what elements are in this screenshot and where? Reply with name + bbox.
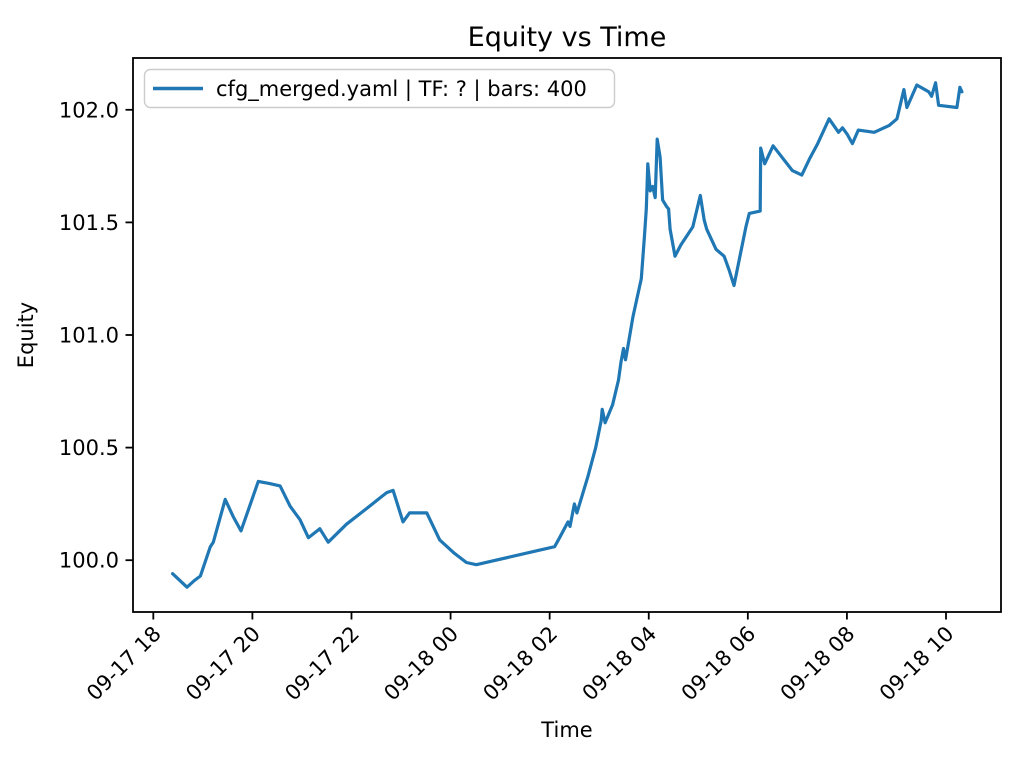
x-tick-label: 09-18 06 (677, 622, 761, 706)
y-tick-label: 102.0 (59, 98, 119, 122)
legend-box (143, 68, 616, 109)
y-tick-label: 100.0 (59, 549, 119, 573)
x-tick-label: 09-18 02 (478, 622, 562, 706)
x-tick-label: 09-18 10 (875, 622, 959, 706)
x-axis-label: Time (540, 718, 592, 742)
chart-title: Equity vs Time (468, 22, 667, 53)
y-tick-label: 101.0 (59, 324, 119, 348)
x-tick-label: 09-17 20 (181, 622, 265, 706)
x-tick-label: 09-18 08 (776, 622, 860, 706)
x-tick-label: 09-17 22 (280, 622, 364, 706)
legend: cfg_merged.yaml | TF: ? | bars: 400 (143, 68, 616, 109)
x-tick-label: 09-18 00 (379, 622, 463, 706)
y-tick-label: 100.5 (59, 436, 119, 460)
x-tick-label: 09-18 04 (578, 622, 662, 706)
legend-entry-label: cfg_merged.yaml | TF: ? | bars: 400 (216, 77, 587, 102)
x-tick-label: 09-17 18 (82, 622, 166, 706)
equity-line (171, 81, 964, 589)
y-axis-label: Equity (14, 302, 38, 368)
plot-area-spines (132, 57, 1002, 613)
y-tick-label: 101.5 (59, 211, 119, 235)
